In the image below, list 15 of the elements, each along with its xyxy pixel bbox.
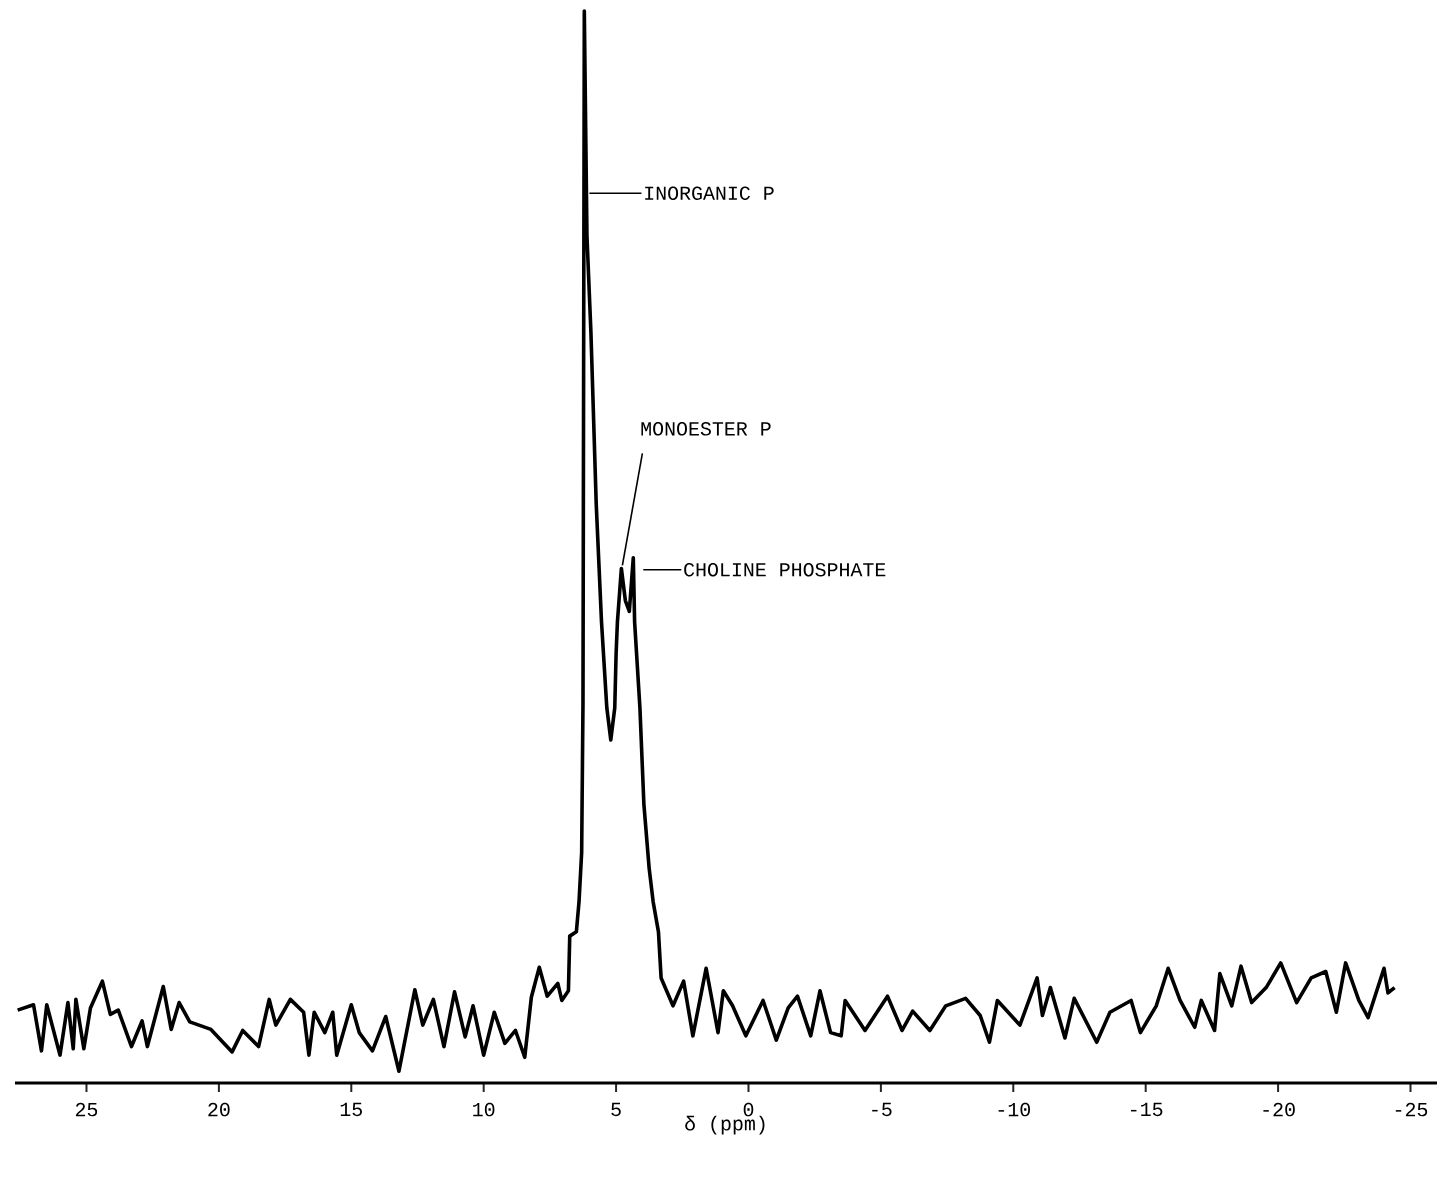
annotation: MONOESTER P	[641, 422, 771, 436]
x-tick-label: -10	[998, 1102, 1030, 1117]
x-tick-label: 0	[743, 1102, 754, 1117]
x-tick-label: 20	[208, 1102, 230, 1117]
x-tick-label: 15	[340, 1102, 362, 1117]
x-axis-title: δ (ppm)	[685, 1115, 765, 1135]
x-tick-label: -25	[1395, 1102, 1428, 1117]
annotation: INORGANIC P	[645, 186, 774, 200]
x-tick-label: 10	[473, 1102, 495, 1117]
x-tick-label: -15	[1131, 1102, 1163, 1117]
x-tick-label: -20	[1263, 1102, 1295, 1117]
x-tick-label: -5	[872, 1102, 892, 1117]
x-tick-label: 25	[75, 1102, 98, 1117]
x-tick-label: 5	[611, 1102, 621, 1117]
annotation: CHOLINE PHOSPHATE	[684, 562, 886, 577]
